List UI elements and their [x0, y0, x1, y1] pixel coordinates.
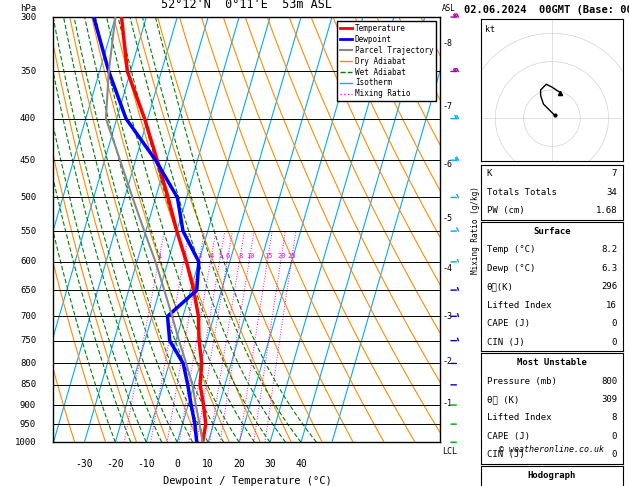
Text: 52°12'N  0°11'E  53m ASL: 52°12'N 0°11'E 53m ASL — [162, 0, 332, 11]
Text: 10: 10 — [203, 459, 214, 469]
Text: CAPE (J): CAPE (J) — [487, 432, 530, 441]
Text: Dewp (°C): Dewp (°C) — [487, 264, 535, 273]
Text: θᴄ (K): θᴄ (K) — [487, 395, 519, 404]
Text: 8: 8 — [611, 414, 617, 422]
Text: 25: 25 — [288, 253, 296, 259]
Text: K: K — [487, 170, 493, 178]
Text: -20: -20 — [106, 459, 124, 469]
Text: 850: 850 — [20, 381, 36, 389]
Text: Hodograph: Hodograph — [528, 471, 576, 480]
Text: 350: 350 — [20, 67, 36, 76]
Text: 700: 700 — [20, 312, 36, 321]
Text: © weatheronline.co.uk: © weatheronline.co.uk — [499, 445, 604, 454]
Text: kt: kt — [486, 25, 496, 34]
Text: PW (cm): PW (cm) — [487, 207, 525, 215]
Text: 15: 15 — [264, 253, 272, 259]
Text: 900: 900 — [20, 400, 36, 410]
Text: CIN (J): CIN (J) — [487, 338, 525, 347]
Text: 8: 8 — [238, 253, 242, 259]
Text: 16: 16 — [606, 301, 617, 310]
Text: LCL: LCL — [442, 447, 457, 455]
Text: -10: -10 — [138, 459, 155, 469]
Text: 30: 30 — [264, 459, 276, 469]
Text: 7: 7 — [611, 170, 617, 178]
Text: Surface: Surface — [533, 227, 571, 236]
Text: -2: -2 — [442, 357, 452, 366]
Text: 20: 20 — [233, 459, 245, 469]
Text: 1.68: 1.68 — [596, 207, 617, 215]
Text: 34: 34 — [606, 188, 617, 197]
Text: 8.2: 8.2 — [601, 245, 617, 254]
Text: Dewpoint / Temperature (°C): Dewpoint / Temperature (°C) — [162, 476, 331, 486]
Text: 3: 3 — [198, 253, 202, 259]
Text: 950: 950 — [20, 419, 36, 429]
Text: Totals Totals: Totals Totals — [487, 188, 557, 197]
Text: 6: 6 — [226, 253, 230, 259]
Text: 6.3: 6.3 — [601, 264, 617, 273]
Text: Lifted Index: Lifted Index — [487, 301, 552, 310]
Text: 5: 5 — [218, 253, 223, 259]
Text: Most Unstable: Most Unstable — [517, 358, 587, 367]
Text: -5: -5 — [442, 213, 452, 223]
Text: -4: -4 — [442, 264, 452, 273]
Text: 600: 600 — [20, 257, 36, 266]
Text: 40: 40 — [295, 459, 307, 469]
Text: 02.06.2024  00GMT (Base: 00): 02.06.2024 00GMT (Base: 00) — [464, 4, 629, 15]
Text: 0: 0 — [611, 338, 617, 347]
Text: CIN (J): CIN (J) — [487, 451, 525, 459]
Text: km
ASL: km ASL — [442, 0, 456, 13]
Text: Mixing Ratio (g/kg): Mixing Ratio (g/kg) — [470, 186, 480, 274]
Text: 800: 800 — [601, 377, 617, 385]
Text: -7: -7 — [442, 102, 452, 110]
Text: 1000: 1000 — [14, 438, 36, 447]
Text: 0: 0 — [611, 451, 617, 459]
Legend: Temperature, Dewpoint, Parcel Trajectory, Dry Adiabat, Wet Adiabat, Isotherm, Mi: Temperature, Dewpoint, Parcel Trajectory… — [337, 21, 437, 102]
Text: θᴄ(K): θᴄ(K) — [487, 282, 514, 291]
Text: 296: 296 — [601, 282, 617, 291]
Text: 309: 309 — [601, 395, 617, 404]
Text: -3: -3 — [442, 312, 452, 321]
Text: 4: 4 — [209, 253, 214, 259]
Text: -30: -30 — [75, 459, 93, 469]
Text: 400: 400 — [20, 114, 36, 123]
Text: 750: 750 — [20, 336, 36, 345]
Text: -1: -1 — [442, 399, 452, 408]
Text: 10: 10 — [246, 253, 254, 259]
Text: -6: -6 — [442, 159, 452, 169]
Text: 550: 550 — [20, 226, 36, 236]
Text: 450: 450 — [20, 156, 36, 165]
Text: 20: 20 — [277, 253, 286, 259]
Text: 650: 650 — [20, 286, 36, 295]
Text: 800: 800 — [20, 359, 36, 368]
Text: CAPE (J): CAPE (J) — [487, 319, 530, 328]
Text: Pressure (mb): Pressure (mb) — [487, 377, 557, 385]
Text: 500: 500 — [20, 193, 36, 202]
Text: Temp (°C): Temp (°C) — [487, 245, 535, 254]
Text: 0: 0 — [611, 319, 617, 328]
Text: hPa: hPa — [20, 4, 36, 13]
Text: -8: -8 — [442, 38, 452, 48]
Text: 1: 1 — [157, 253, 162, 259]
Text: 2: 2 — [182, 253, 187, 259]
Text: 0: 0 — [174, 459, 180, 469]
Text: 0: 0 — [611, 432, 617, 441]
Text: 300: 300 — [20, 13, 36, 21]
Text: Lifted Index: Lifted Index — [487, 414, 552, 422]
